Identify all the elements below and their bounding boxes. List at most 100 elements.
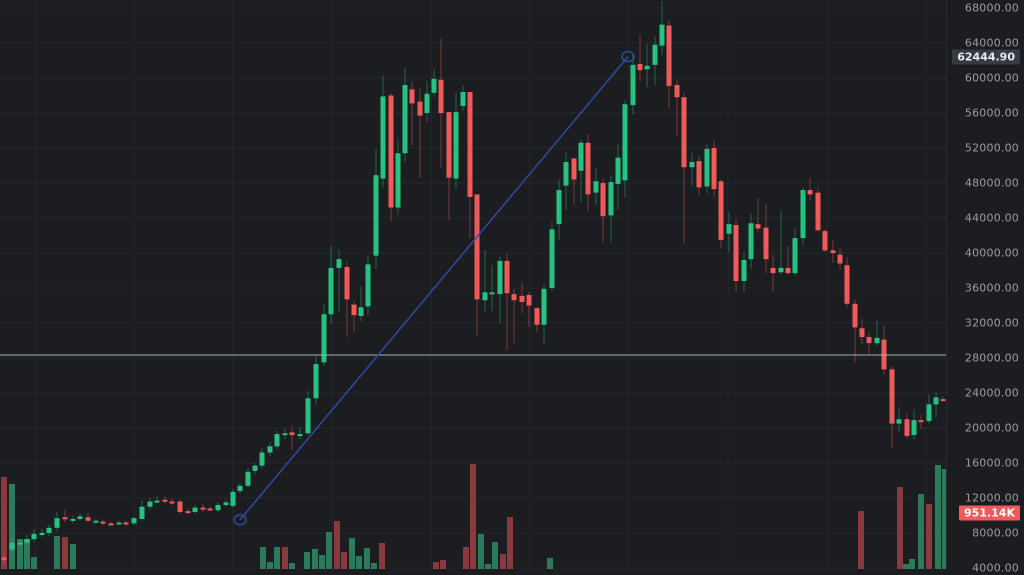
candle — [659, 1, 665, 55]
candle — [438, 38, 444, 168]
candle — [402, 67, 408, 162]
price-tick-label: 20000.00 — [964, 421, 1019, 435]
candle — [926, 393, 932, 424]
price-axis[interactable]: 68000.00 64000.00 60000.00 56000.00 52000.00… — [946, 0, 1024, 575]
candle — [162, 496, 168, 504]
candle — [328, 246, 334, 324]
candle — [230, 489, 236, 508]
candle — [39, 528, 45, 538]
candle — [259, 448, 265, 470]
candle — [933, 391, 939, 418]
candle — [770, 254, 776, 292]
candle — [267, 442, 273, 456]
candle — [593, 168, 599, 205]
candle — [453, 92, 459, 190]
candle — [896, 407, 902, 432]
candle — [409, 81, 415, 146]
candle — [365, 255, 371, 316]
candle — [711, 141, 717, 197]
price-tick-label: 32000.00 — [964, 316, 1019, 330]
candle — [556, 179, 562, 240]
candle — [395, 138, 401, 215]
candle — [252, 463, 258, 475]
price-tick-label: 52000.00 — [964, 141, 1019, 155]
candle — [154, 496, 160, 504]
candle — [792, 228, 798, 276]
candle — [223, 499, 229, 507]
candle — [200, 504, 206, 512]
candle — [622, 99, 628, 198]
candle — [549, 221, 555, 291]
candle — [600, 178, 606, 243]
candle — [608, 175, 614, 243]
candle — [54, 512, 60, 532]
candle — [519, 282, 525, 314]
candle — [696, 155, 702, 196]
candle — [681, 92, 687, 244]
price-tick-label: 56000.00 — [964, 106, 1019, 120]
candle — [207, 506, 213, 512]
candle — [139, 500, 145, 521]
candle — [644, 44, 650, 88]
candle — [504, 253, 510, 351]
candle — [497, 256, 503, 323]
chart-canvas[interactable] — [0, 0, 946, 569]
candle — [852, 299, 858, 363]
candle — [615, 144, 621, 211]
candle — [282, 428, 288, 440]
candle — [373, 148, 379, 269]
candle — [726, 211, 732, 253]
candle — [313, 355, 319, 406]
candle — [563, 152, 569, 211]
candle — [169, 498, 175, 505]
candle — [763, 204, 769, 274]
price-tick-label: 4000.00 — [972, 561, 1019, 575]
price-tick-label: 44000.00 — [964, 211, 1019, 225]
price-tick-label: 64000.00 — [964, 36, 1019, 50]
candle — [911, 409, 917, 440]
candle — [689, 152, 695, 187]
candle — [666, 20, 672, 109]
candle — [380, 75, 386, 188]
candle — [637, 34, 643, 82]
price-tick-label: 40000.00 — [964, 246, 1019, 260]
candle — [446, 112, 452, 220]
price-tick-label: 48000.00 — [964, 176, 1019, 190]
candle — [704, 144, 710, 194]
candle — [431, 69, 437, 98]
price-tick-label: 16000.00 — [964, 456, 1019, 470]
candle — [17, 539, 23, 547]
candle — [800, 187, 806, 246]
price-tick-label: 60000.00 — [964, 71, 1019, 85]
candle — [874, 320, 880, 346]
candle — [24, 534, 30, 546]
price-tick-label: 8000.00 — [972, 526, 1019, 540]
candle — [755, 197, 761, 233]
candle — [424, 81, 430, 122]
candle — [652, 36, 658, 85]
candle — [77, 513, 83, 521]
price-tick-label: 36000.00 — [964, 281, 1019, 295]
candle — [215, 502, 221, 512]
candle — [62, 509, 68, 523]
candle — [807, 177, 813, 201]
candle — [467, 92, 473, 239]
candle — [297, 427, 303, 440]
candle — [351, 301, 357, 332]
candle — [541, 284, 547, 344]
candle — [192, 505, 198, 514]
last-price-badge: 62444.90 — [952, 49, 1020, 65]
candle — [305, 391, 311, 435]
candle — [511, 288, 517, 344]
candle — [866, 332, 872, 356]
price-tick-label: 12000.00 — [964, 491, 1019, 505]
price-tick-label: 68000.00 — [964, 1, 1019, 15]
candle — [1, 554, 7, 564]
candle — [417, 88, 423, 178]
candle — [108, 521, 114, 526]
candle — [578, 139, 584, 203]
candle — [674, 79, 680, 136]
candle — [245, 468, 251, 488]
candle — [321, 303, 327, 366]
